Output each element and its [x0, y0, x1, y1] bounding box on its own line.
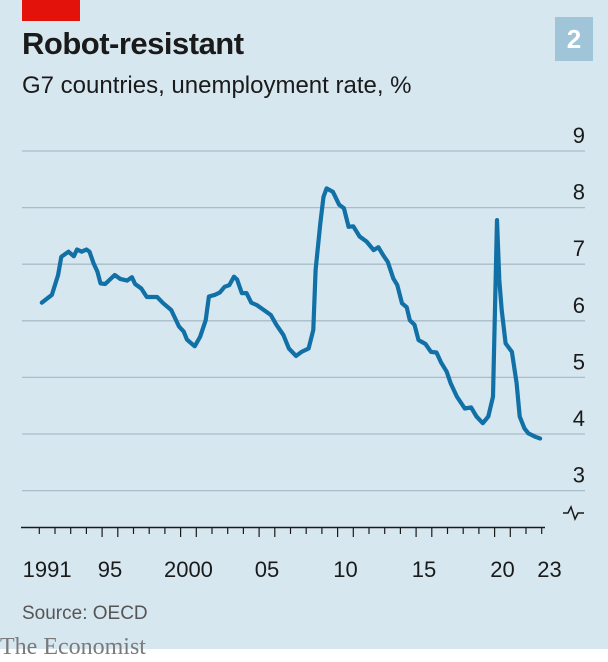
x-tick-label: 15 [412, 557, 436, 582]
y-tick-label: 5 [573, 349, 585, 374]
chart-title: Robot-resistant [22, 26, 244, 61]
gridlines [22, 150, 585, 492]
chart-subtitle: G7 countries, unemployment rate, % [22, 72, 412, 99]
y-axis-labels: 9 8 7 6 5 4 3 [573, 123, 585, 488]
axis-break-icon [563, 505, 584, 521]
brand-logo-text: The Economist [0, 634, 146, 660]
y-tick-label: 3 [573, 463, 585, 488]
x-tick-label: 1991 [23, 557, 72, 582]
x-axis-labels: 1991 95 2000 05 10 15 20 23 [23, 557, 562, 582]
y-tick-label: 4 [573, 406, 585, 431]
brand-red-bar [22, 0, 80, 21]
x-tick-label: 95 [98, 557, 122, 582]
y-tick-label: 8 [573, 180, 585, 205]
chart-number-badge: 2 [555, 17, 593, 61]
series-line-unemployment [39, 186, 543, 441]
x-tick-label: 05 [255, 557, 279, 582]
x-axis [21, 526, 545, 537]
x-tick-label: 10 [333, 557, 357, 582]
series [39, 186, 543, 441]
y-tick-label: 9 [573, 123, 585, 148]
source-note: Source: OECD [22, 603, 148, 624]
y-tick-label: 6 [573, 293, 585, 318]
x-tick-label: 2000 [164, 557, 213, 582]
y-tick-label: 7 [573, 236, 585, 261]
x-tick-label: 20 [490, 557, 514, 582]
x-tick-label: 23 [537, 557, 561, 582]
